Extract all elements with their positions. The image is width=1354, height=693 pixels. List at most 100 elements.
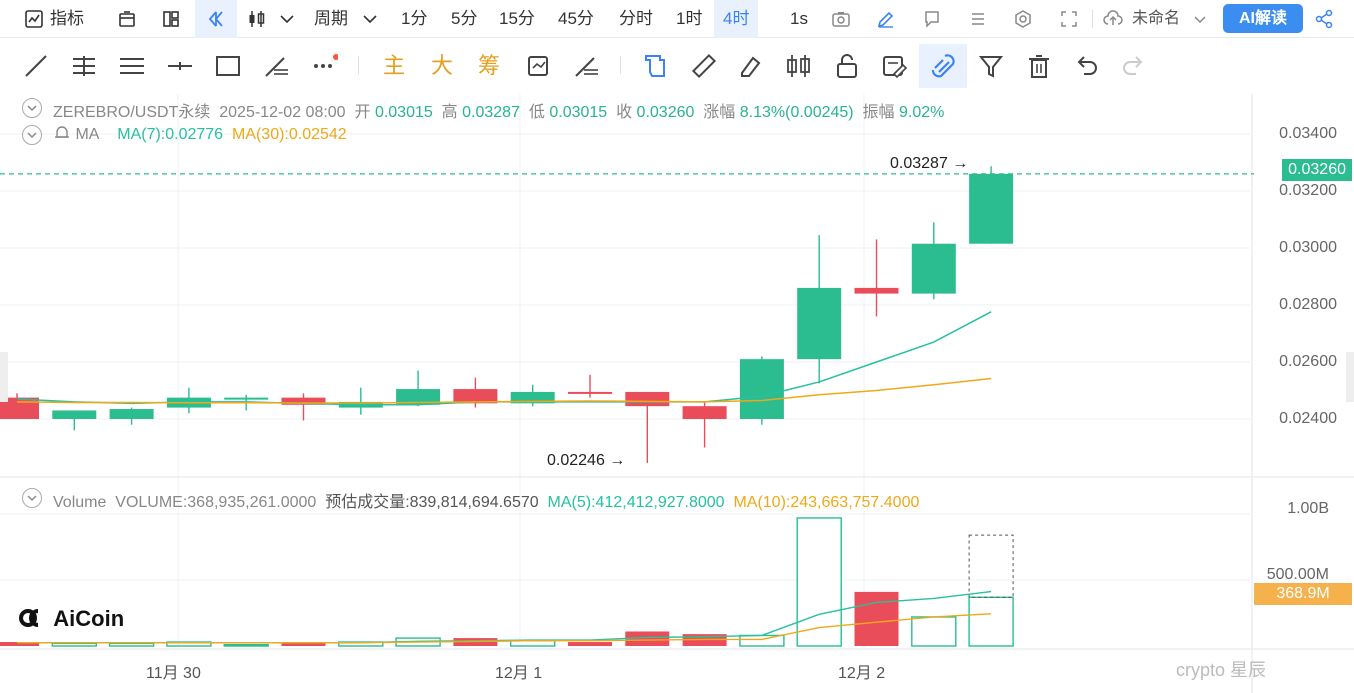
ma7-value: MA(7):0.02776 (117, 126, 224, 143)
estimated-volume-bar (968, 534, 1014, 598)
low-value: 0.03015 (549, 104, 608, 121)
low-label: 低 (528, 104, 545, 121)
date-tick: 11月 30 (146, 665, 201, 682)
volume-bar (223, 643, 269, 647)
price-tick: 0.03000 (1279, 239, 1337, 256)
list-settings-icon[interactable] (968, 9, 988, 29)
share-icon[interactable] (1314, 9, 1334, 29)
pencil-icon[interactable] (876, 9, 896, 29)
volume-bar (108, 642, 155, 647)
big-order-tool[interactable]: 大 (431, 53, 454, 78)
volume-info: Volume VOLUME:368,935,261.0000 预估成交量:839… (53, 488, 919, 512)
settings-icon[interactable] (1013, 9, 1033, 29)
chart-canvas[interactable] (0, 94, 1354, 693)
candlestick-icon[interactable] (247, 9, 267, 29)
volume-tick: 500.00M (1266, 566, 1329, 583)
camera-icon[interactable] (831, 9, 851, 29)
bell-icon[interactable] (53, 125, 71, 141)
replay-icon[interactable] (524, 52, 552, 80)
edit-drawing-icon[interactable] (880, 52, 908, 80)
chart-area[interactable]: ZEREBRO/USDT永续 2025-12-02 08:00 开 0.0301… (0, 94, 1354, 693)
horizontal-line-icon[interactable] (166, 52, 194, 80)
candle-body (911, 243, 956, 294)
trash-icon[interactable] (1025, 52, 1053, 80)
eraser-icon[interactable] (737, 52, 765, 80)
interval-45m[interactable]: 45分 (558, 9, 594, 28)
measure-tool-icon[interactable] (572, 52, 600, 80)
estimated-volume: 预估成交量:839,814,694.6570 (325, 494, 539, 511)
layout-icon[interactable] (161, 9, 181, 29)
candle-body (510, 391, 555, 404)
ai-interpret-button[interactable]: AI解读 (1223, 4, 1303, 33)
chevron-down-icon[interactable] (277, 9, 297, 29)
close-label: 收 (616, 104, 633, 121)
chevron-down-icon[interactable] (360, 9, 380, 29)
collapse-volume-button[interactable] (22, 488, 42, 508)
close-value: 0.03260 (636, 104, 695, 121)
indicators-button[interactable]: 指标 (50, 9, 84, 28)
refresh-interval[interactable]: 1s (790, 9, 808, 28)
magnet-bookmark-icon[interactable] (642, 52, 670, 80)
candle-body (52, 410, 97, 419)
interval-timeshare[interactable]: 分时 (619, 9, 653, 28)
interval-1m[interactable]: 1分 (401, 9, 428, 28)
collapse-left-button[interactable] (195, 0, 237, 38)
candle-body (625, 391, 670, 407)
double-chevron-left-icon (208, 11, 223, 27)
ruler-icon[interactable] (690, 52, 718, 80)
ma7-line (16, 311, 992, 406)
left-scroll-handle[interactable] (0, 352, 8, 402)
drawing-toolbar: 主 大 筹 (0, 38, 1354, 94)
horizontal-lines-icon[interactable] (118, 52, 146, 80)
interval-1h[interactable]: 1时 (676, 9, 703, 28)
candle-body (396, 389, 441, 405)
volume-label: Volume (53, 494, 107, 511)
aicoin-logo-icon (19, 609, 39, 627)
candle-body (224, 397, 269, 400)
layout-name[interactable]: 未命名 (1132, 10, 1181, 27)
price-tick: 0.03200 (1279, 182, 1337, 199)
more-tools-icon[interactable] (310, 52, 338, 80)
right-scroll-handle[interactable] (1346, 352, 1354, 402)
candle-datetime: 2025-12-02 08:00 (219, 104, 346, 121)
vol-ma10-line (17, 613, 992, 644)
top-toolbar: 指标 周期 1分 5分 15分 45分 分时 1时 4时 1s 未命名 AI解读 (0, 0, 1354, 38)
chip-tool[interactable]: 筹 (478, 53, 501, 78)
cloud-upload-icon[interactable] (1103, 9, 1123, 29)
candle-settings-icon[interactable] (785, 52, 813, 80)
date-tick: 12月 1 (495, 665, 543, 682)
annotation-icon[interactable] (922, 9, 942, 29)
collapse-ma-button[interactable] (22, 125, 42, 145)
fullscreen-icon[interactable] (1059, 9, 1079, 29)
amplitude-label: 振幅 (862, 104, 895, 121)
volume-bar (51, 642, 97, 647)
vol-ma5-line (17, 590, 992, 644)
unlock-icon[interactable] (833, 52, 861, 80)
template-icon[interactable] (117, 9, 137, 29)
ohlc-info: ZEREBRO/USDT永续 2025-12-02 08:00 开 0.0301… (53, 98, 944, 122)
candle-body (739, 359, 784, 419)
vol-ma5-value: MA(5):412,412,927.8000 (547, 494, 725, 511)
period-button[interactable]: 周期 (314, 9, 348, 28)
interval-15m[interactable]: 15分 (499, 9, 535, 28)
interval-4h[interactable]: 4时 (714, 0, 759, 38)
volume-bar (568, 642, 612, 646)
parallel-lines-icon[interactable] (70, 52, 98, 80)
filter-icon[interactable] (977, 52, 1005, 80)
undo-icon[interactable] (1072, 52, 1100, 80)
fib-tool-icon[interactable] (262, 52, 290, 80)
main-indicator-tool[interactable]: 主 (383, 53, 406, 78)
rectangle-icon[interactable] (214, 52, 242, 80)
trend-line-icon[interactable] (22, 52, 50, 80)
high-extreme-label: 0.03287 → (890, 155, 969, 172)
chevron-down-icon (27, 105, 37, 112)
price-tick: 0.03400 (1279, 125, 1337, 142)
magnet-icon[interactable] (929, 52, 957, 80)
high-extreme-value: 0.03287 (890, 155, 948, 172)
collapse-main-button[interactable] (22, 98, 42, 118)
redo-icon[interactable] (1120, 52, 1148, 80)
candle-body (568, 391, 612, 394)
interval-5m[interactable]: 5分 (451, 9, 478, 28)
chevron-down-icon[interactable] (1190, 9, 1210, 29)
watermark: crypto 星辰 (1176, 660, 1267, 680)
